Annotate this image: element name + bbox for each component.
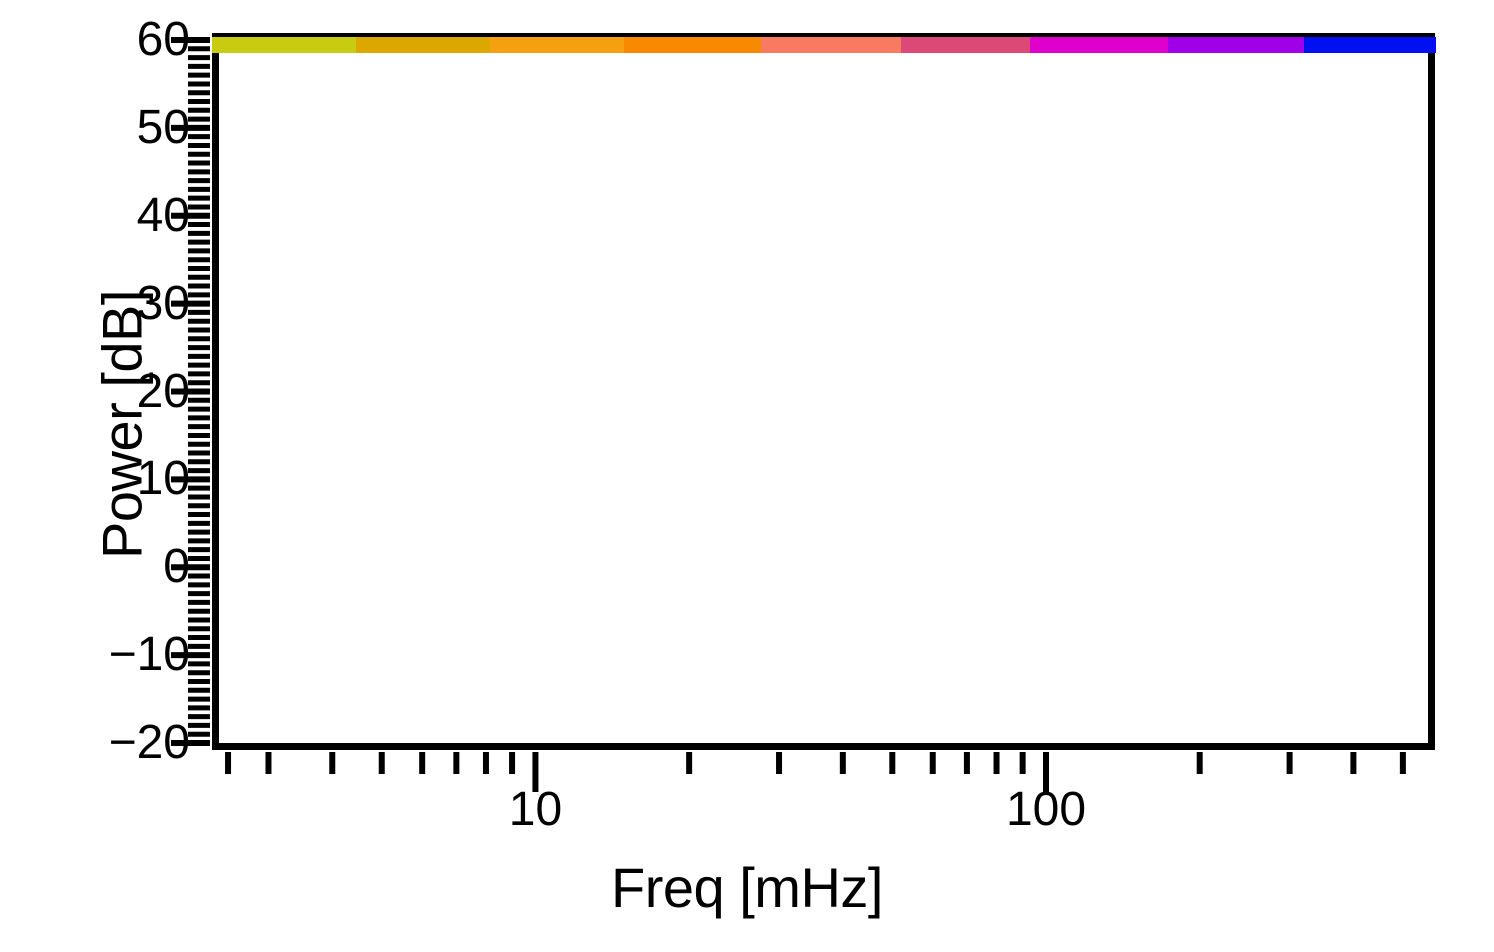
frequency-colorbar: [212, 37, 1436, 53]
x-tick-100: 100: [1005, 783, 1087, 836]
seg-crimson: [900, 37, 1031, 53]
y-tick--10: −10: [108, 628, 190, 682]
seg-magenta: [1030, 37, 1169, 53]
y-tick-20: 20: [136, 364, 190, 418]
seg-blue: [1304, 37, 1436, 53]
x-axis-label: Freq [mHz]: [611, 856, 883, 919]
plot-frame: [212, 33, 1435, 750]
seg-orange: [624, 37, 762, 53]
y-tick-60: 60: [136, 13, 190, 66]
y-tick--20: −20: [108, 716, 190, 769]
y-tick-10: 10: [136, 452, 190, 506]
x-axis-tick-labels: 10 100: [0, 782, 1494, 852]
seg-amber: [489, 37, 625, 53]
seg-yellow-green: [212, 37, 357, 53]
x-tick-10: 10: [508, 783, 563, 836]
seg-gold: [356, 37, 491, 53]
y-tick-0: 0: [163, 540, 190, 594]
y-tick-40: 40: [136, 188, 190, 242]
y-tick-50: 50: [136, 100, 190, 154]
seg-salmon: [761, 37, 902, 53]
seg-purple: [1168, 37, 1305, 53]
y-tick-30: 30: [136, 276, 190, 330]
